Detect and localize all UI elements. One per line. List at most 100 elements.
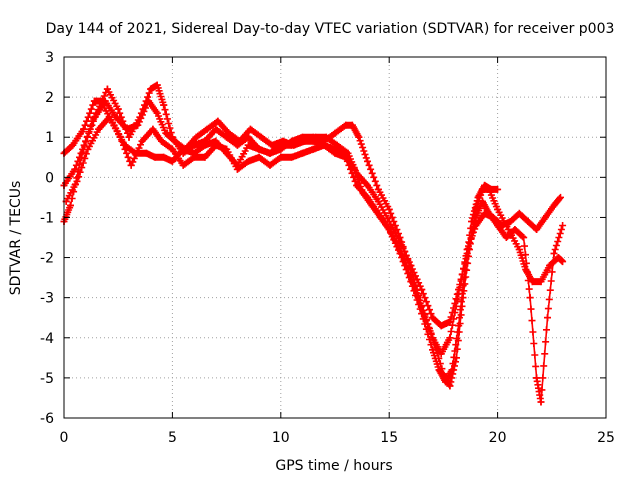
data-point [418,286,426,294]
data-point [203,125,211,133]
data-point [158,137,166,145]
data-point [541,213,549,221]
data-point [201,137,209,145]
data-point [71,165,79,173]
data-point [374,185,382,193]
data-point [559,258,567,266]
series-line [63,84,564,387]
data-point [374,197,382,205]
data-point [312,133,319,141]
data-point [439,370,447,378]
data-point [171,137,179,145]
data-point [364,157,371,165]
data-point [550,250,558,257]
data-point [348,121,356,129]
data-point [90,97,98,105]
data-point [528,278,536,286]
data-point [368,201,376,209]
data-point [411,286,419,294]
data-point [301,137,309,145]
data-point [277,145,285,153]
data-point [533,226,541,233]
data-point [147,85,155,93]
axis-ticks [63,56,607,419]
data-point [394,242,402,249]
data-point [212,141,220,149]
y-tick-label: 1 [45,130,54,146]
data-point [478,185,486,193]
x-tick-label: 20 [489,430,507,446]
data-point [524,218,532,225]
data-point [446,334,454,342]
x-tick-label: 15 [380,430,398,446]
data-point [123,125,131,133]
data-point [290,141,298,149]
data-point [223,145,231,153]
data-point [403,262,410,270]
chart-title: Day 144 of 2021, Sidereal Day-to-day VTE… [46,21,615,37]
x-tick-label: 10 [272,430,290,446]
data-point [320,141,328,149]
data-point [246,125,254,133]
data-point [266,149,274,157]
y-tick-label: -6 [40,411,54,427]
data-point [266,161,274,169]
data-point [149,125,157,133]
x-tick-label: 5 [168,430,177,446]
data-point [181,145,189,153]
data-point [331,129,339,137]
data-point [520,234,528,241]
data-point [437,322,445,330]
data-point [507,218,515,225]
data-point [84,145,92,153]
data-point [331,145,339,153]
data-point [322,133,330,141]
data-point [537,398,545,406]
x-tick-label: 0 [60,430,69,446]
y-tick-label: -4 [40,331,54,347]
data-point [472,213,480,221]
data-point [511,226,519,233]
y-tick-label: -3 [40,291,54,307]
data-point [420,310,428,318]
data-point [342,121,350,129]
plot-frame [63,56,607,419]
data-point [478,197,486,205]
data-point [537,278,545,286]
data-point [151,153,159,161]
grid [64,57,606,418]
data-point [103,85,111,93]
data-point [342,153,350,161]
data-point [168,157,176,165]
data-point [190,153,198,161]
data-point [112,113,120,121]
data-point [446,382,454,390]
x-axis-label: GPS time / hours [275,458,392,474]
y-tick-label: -2 [40,251,54,267]
data-point [279,137,287,145]
data-point [452,354,460,362]
data-point [557,193,564,201]
data-point [145,97,153,105]
data-point [153,109,161,117]
data-point [437,350,445,358]
data-point [244,141,252,149]
y-tick-label: 0 [45,170,54,186]
data-point [268,141,276,149]
data-point [244,157,252,165]
data-point [494,205,502,213]
data-point [277,153,285,161]
data-point [106,113,113,121]
data-point [515,209,523,217]
data-point [101,97,109,105]
data-point [160,101,168,109]
data-point [95,125,103,133]
series-track-d [62,113,564,358]
data-point [559,222,567,229]
data-point [192,133,200,141]
data-point [494,185,502,193]
data-point [93,109,100,117]
data-point [153,81,161,89]
data-point [472,222,480,229]
data-point [429,314,437,322]
